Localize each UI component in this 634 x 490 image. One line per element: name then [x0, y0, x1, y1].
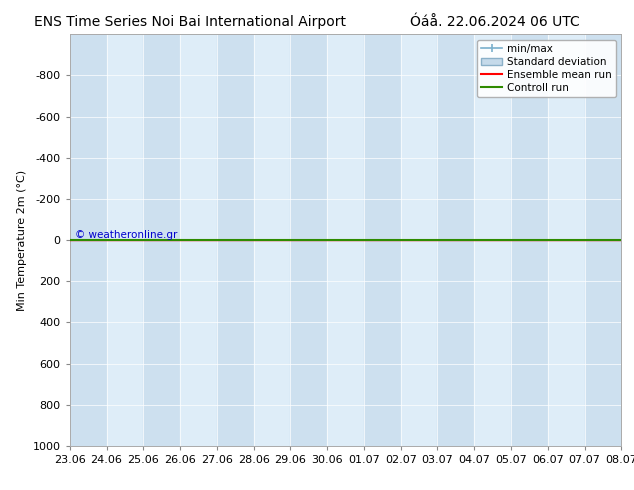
- Text: ENS Time Series Noi Bai International Airport: ENS Time Series Noi Bai International Ai…: [34, 15, 346, 29]
- Bar: [548, 34, 585, 446]
- Legend: min/max, Standard deviation, Ensemble mean run, Controll run: min/max, Standard deviation, Ensemble me…: [477, 40, 616, 97]
- Text: © weatheronline.gr: © weatheronline.gr: [75, 230, 178, 240]
- Bar: [143, 34, 180, 446]
- Bar: [585, 34, 621, 446]
- Text: Óáå. 22.06.2024 06 UTC: Óáå. 22.06.2024 06 UTC: [410, 15, 579, 29]
- Bar: [437, 34, 474, 446]
- Bar: [217, 34, 254, 446]
- Bar: [401, 34, 437, 446]
- Bar: [70, 34, 107, 446]
- Bar: [180, 34, 217, 446]
- Bar: [511, 34, 548, 446]
- Bar: [327, 34, 364, 446]
- Bar: [474, 34, 511, 446]
- Y-axis label: Min Temperature 2m (°C): Min Temperature 2m (°C): [17, 170, 27, 311]
- Bar: [364, 34, 401, 446]
- Bar: [107, 34, 143, 446]
- Bar: [290, 34, 327, 446]
- Bar: [254, 34, 290, 446]
